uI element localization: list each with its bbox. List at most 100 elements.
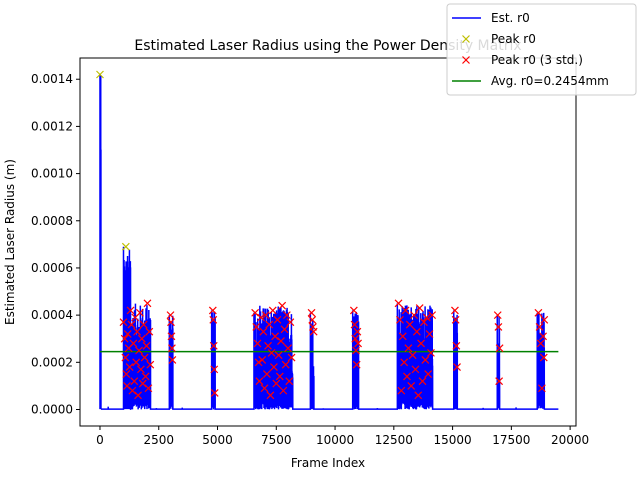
- peak-3std-marker: [168, 356, 177, 364]
- peak-3std-marker: [209, 315, 218, 324]
- peak-3std-marker: [267, 348, 276, 357]
- peak-3std-marker: [257, 313, 265, 322]
- y-tick-label: 0.0002: [31, 355, 73, 369]
- x-tick-label: 0: [96, 433, 104, 447]
- peak-3std-marker: [495, 377, 504, 386]
- peak-3std-marker: [146, 360, 155, 369]
- peak-3std-marker: [412, 327, 421, 336]
- peak-3std-marker: [350, 320, 359, 329]
- peak-3std-marker: [120, 334, 129, 343]
- y-axis-title: Estimated Laser Radius (m): [3, 159, 17, 325]
- peak-3std-marker: [140, 353, 149, 362]
- peak-3std-marker: [414, 391, 423, 400]
- peak-3std-marker: [142, 341, 151, 350]
- peak-3std-marker: [349, 306, 358, 315]
- peak-3std-marker: [167, 332, 176, 341]
- peak-3std-marker: [425, 330, 434, 338]
- peak-3std-marker: [126, 306, 135, 315]
- peak-3std-marker: [539, 353, 548, 362]
- peak-3std-marker: [272, 379, 281, 388]
- peak-3std-marker: [251, 308, 260, 317]
- peak-3std-marker: [260, 384, 269, 393]
- peak-3std-marker: [208, 306, 217, 315]
- peak-3std-marker: [133, 327, 142, 336]
- peak-3std-marker: [270, 363, 278, 371]
- peak-3std-marker: [279, 386, 288, 395]
- peak-3std-marker: [427, 348, 435, 357]
- peak-3std-marker: [280, 325, 289, 334]
- peak-3std-marker: [135, 346, 143, 355]
- peak-3std-marker: [284, 344, 292, 353]
- plot-frame: [79, 57, 577, 427]
- peak-3std-marker: [254, 358, 263, 367]
- peak-3std-marker: [417, 339, 426, 348]
- y-tick-label: 0.0004: [31, 308, 73, 322]
- legend-swatch: [462, 35, 470, 43]
- peak-3std-marker: [281, 360, 290, 369]
- peak-3std-marker: [144, 384, 153, 393]
- peak-3std-marker: [493, 311, 502, 320]
- y-tick-label: 0.0008: [31, 214, 73, 228]
- peak-3std-marker: [136, 365, 145, 374]
- y-tick-label: 0.0006: [31, 261, 73, 275]
- peak-3std-marker: [145, 327, 154, 336]
- peak-3std-marker: [404, 344, 413, 353]
- peak-3std-marker: [258, 356, 267, 364]
- peak-3std-marker: [394, 299, 403, 308]
- peak-3std-marker: [452, 341, 461, 350]
- plot-background: [80, 58, 576, 426]
- peak-3std-marker: [451, 315, 460, 324]
- peak-3std-marker: [354, 339, 363, 348]
- peak-3std-marker: [252, 322, 261, 331]
- series-layer: [96, 70, 559, 410]
- peak-3std-marker: [255, 377, 264, 386]
- peak-3std-marker: [278, 301, 287, 310]
- peak-3std-marker: [411, 365, 420, 374]
- peak-3std-marker: [403, 372, 411, 381]
- peak-3std-marker: [408, 351, 417, 360]
- legend-swatch: [462, 56, 470, 64]
- peak-3std-marker: [119, 318, 128, 327]
- peak-3std-marker: [138, 379, 147, 388]
- peak-3std-marker: [351, 334, 360, 343]
- peak-3std-marker: [137, 334, 146, 343]
- peak-3std-marker: [268, 306, 277, 315]
- peak-3std-marker: [398, 332, 407, 341]
- peak-3std-marker: [410, 311, 418, 320]
- peak-3std-marker: [415, 304, 424, 312]
- x-tick-label: 15000: [433, 433, 471, 447]
- legend-label: Peak r0 (3 std.): [491, 53, 583, 67]
- peak-3std-marker: [265, 320, 274, 329]
- peak-3std-marker: [396, 315, 404, 324]
- peak-3std-marker: [273, 315, 282, 324]
- peak-3std-marker: [166, 311, 175, 320]
- y-tick-label: 0.0000: [31, 402, 73, 416]
- peak-3std-marker: [123, 330, 132, 338]
- legend-label: Est. r0: [491, 11, 530, 25]
- x-axis: 0 2500 5000 7500 10000 12500 15000 17500 20000: [96, 426, 589, 447]
- legend-label: Peak r0: [491, 32, 536, 46]
- x-tick-label: 7500: [261, 433, 292, 447]
- peak-3std-marker: [210, 365, 219, 374]
- peak-3std-marker: [401, 306, 410, 315]
- peak-3std-marker: [136, 308, 144, 317]
- x-tick-label: 10000: [316, 433, 354, 447]
- peak-3std-marker: [407, 381, 416, 390]
- peak-3std-marker: [122, 370, 131, 379]
- peak-3std-marker: [424, 370, 433, 379]
- peak-3std-marker: [419, 318, 428, 327]
- x-axis-title: Frame Index: [291, 456, 365, 470]
- peak-3std-marker: [352, 360, 361, 369]
- peak-3std-marker: [282, 311, 291, 320]
- peak-3std-marker: [130, 377, 139, 386]
- peak-3std-marker: [397, 386, 406, 395]
- peak-3std-marker: [277, 337, 285, 346]
- peak-3std-marker: [274, 351, 283, 360]
- peak-3std-marker: [259, 327, 268, 336]
- x-tick-label: 12500: [375, 433, 413, 447]
- peak-3std-marker: [262, 370, 271, 379]
- peak-3std-marker: [275, 372, 284, 381]
- peak-3std-marker: [261, 311, 270, 320]
- peak-3std-marker: [139, 320, 148, 329]
- peak-3std-marker: [286, 318, 295, 327]
